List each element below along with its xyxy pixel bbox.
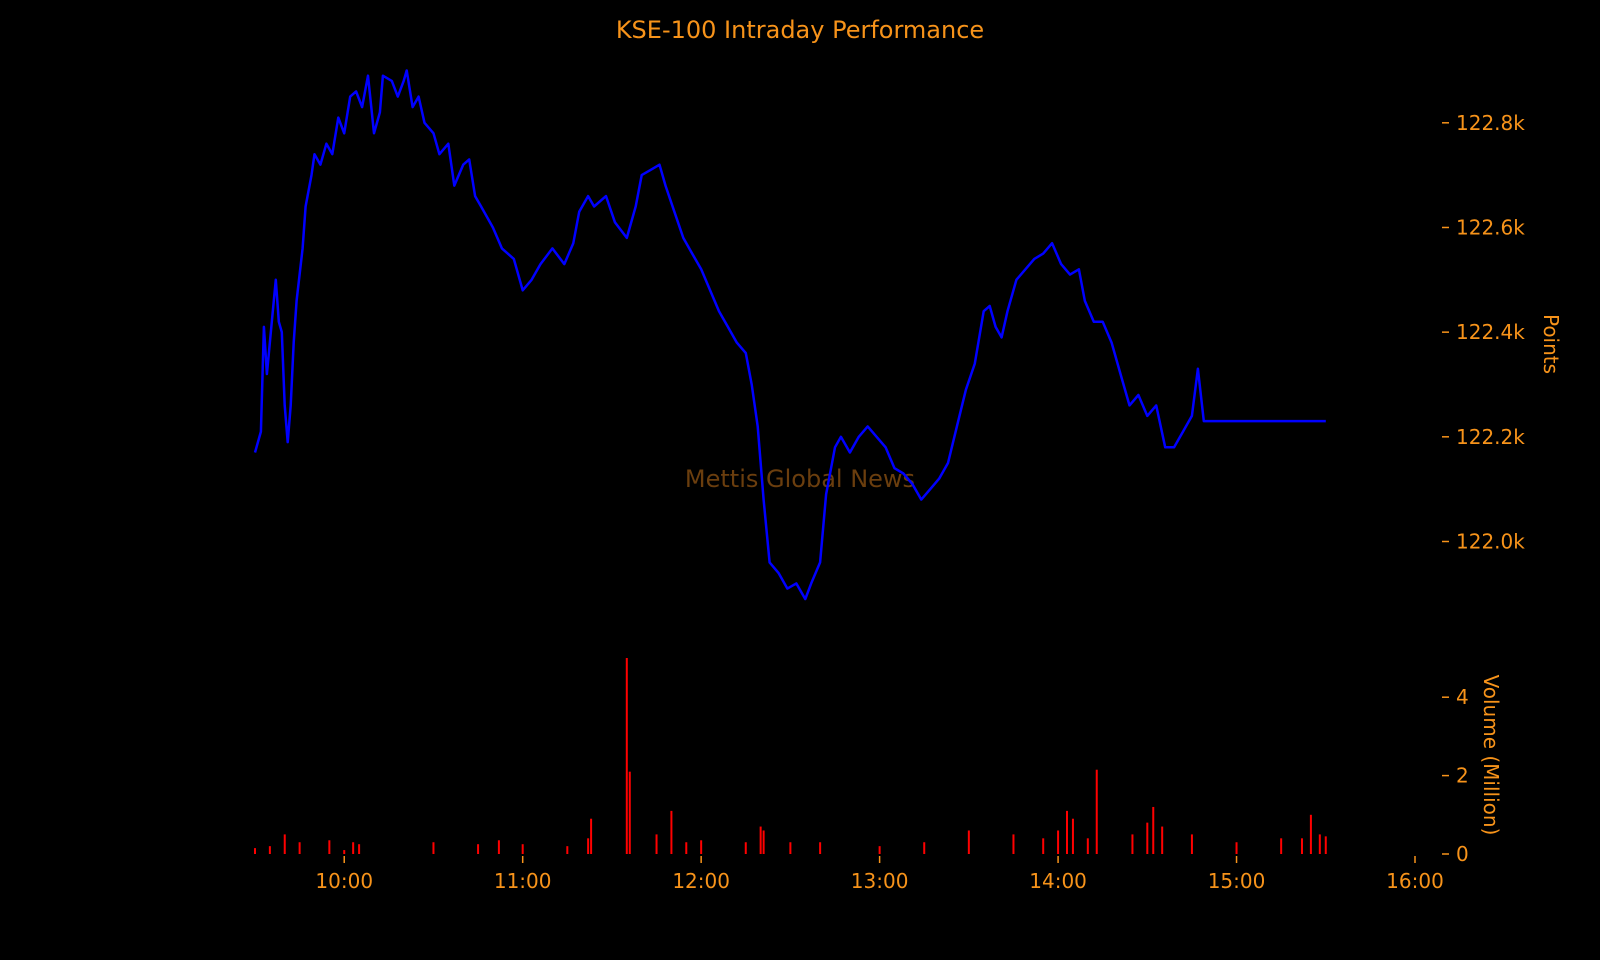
volume-bar [923, 842, 926, 854]
volume-y-axis: 0 2 4 [1442, 685, 1469, 866]
volume-bar [1057, 830, 1060, 854]
volume-bar [298, 842, 301, 854]
volume-bar [1086, 838, 1089, 854]
chart-title: KSE-100 Intraday Performance [616, 16, 984, 44]
time-x-axis: 10:00 11:00 12:00 13:00 14:00 15:00 16:00 [315, 856, 1444, 893]
volume-bar [685, 842, 688, 854]
volume-bar [1190, 834, 1193, 854]
price-tick-label: 122.8k [1456, 111, 1525, 135]
x-tick-label: 15:00 [1208, 869, 1266, 893]
volume-tick-label: 0 [1456, 842, 1469, 866]
x-tick-label: 16:00 [1386, 869, 1444, 893]
volume-bar [1071, 818, 1074, 854]
volume-bar [967, 830, 970, 854]
volume-bar [1152, 806, 1155, 854]
volume-bar [1066, 810, 1068, 854]
volume-bar [1131, 834, 1134, 854]
price-y-axis: 122.0k 122.2k 122.4k 122.6k 122.8k [1442, 111, 1525, 553]
volume-bar [1318, 834, 1321, 854]
volume-bar [590, 818, 593, 854]
volume-bar [1146, 822, 1149, 854]
price-axis-label: Points [1539, 314, 1563, 374]
volume-bar [670, 810, 673, 854]
volume-bar [1235, 842, 1238, 854]
price-tick-label: 122.2k [1456, 425, 1525, 449]
volume-bar [1042, 838, 1045, 854]
price-tick-label: 122.6k [1456, 215, 1525, 239]
volume-bar [352, 842, 355, 854]
price-tick-label: 122.4k [1456, 320, 1525, 344]
volume-bar [878, 846, 881, 854]
x-tick-label: 12:00 [672, 869, 730, 893]
volume-bar [283, 834, 286, 854]
volume-bar [1300, 838, 1303, 854]
volume-bar [700, 840, 703, 854]
volume-bar-series [254, 658, 1327, 854]
volume-axis-label: Volume (Million) [1479, 675, 1503, 836]
price-line-series [253, 69, 1326, 601]
price-line [253, 69, 1326, 601]
volume-bar [744, 842, 747, 854]
x-tick-label: 11:00 [494, 869, 552, 893]
price-tick-label: 122.0k [1456, 529, 1525, 553]
volume-bar [497, 840, 500, 854]
volume-bar [759, 826, 762, 854]
volume-bar [819, 842, 822, 854]
volume-tick-label: 4 [1456, 685, 1469, 709]
volume-bar [625, 658, 628, 854]
volume-bar [254, 848, 256, 854]
volume-bar [587, 838, 590, 854]
volume-bar [1280, 838, 1283, 854]
volume-bar [1095, 769, 1098, 854]
volume-bar [655, 834, 658, 854]
volume-bar [268, 846, 271, 854]
volume-bar [789, 842, 792, 854]
volume-bar [521, 844, 524, 854]
volume-bar [343, 850, 346, 854]
volume-bar [628, 771, 631, 854]
volume-bar [477, 844, 480, 854]
watermark: Mettis Global News [685, 465, 915, 493]
volume-bar [1309, 814, 1312, 854]
volume-bar [1161, 826, 1164, 854]
x-tick-label: 14:00 [1029, 869, 1087, 893]
x-tick-label: 13:00 [851, 869, 909, 893]
volume-bar [762, 830, 765, 854]
volume-bar [1324, 836, 1327, 854]
volume-bar [1012, 834, 1015, 854]
x-tick-label: 10:00 [315, 869, 373, 893]
volume-bar [358, 844, 361, 854]
volume-bar [566, 846, 569, 854]
volume-bar [328, 840, 331, 854]
volume-bar [432, 842, 435, 854]
volume-tick-label: 2 [1456, 764, 1469, 788]
